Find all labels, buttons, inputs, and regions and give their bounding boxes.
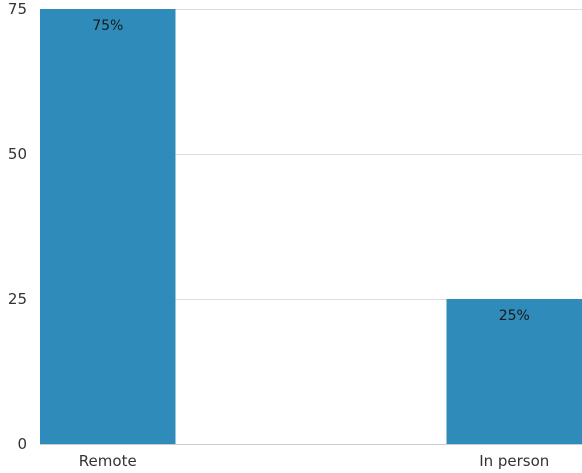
y-tick-label: 25 (8, 290, 27, 308)
x-axis-categories: Remote In person (79, 452, 550, 470)
y-tick-label: 75 (8, 0, 27, 18)
y-tick-label: 50 (8, 145, 27, 163)
data-label-in-person: 25% (499, 308, 530, 324)
x-category-label: Remote (79, 452, 137, 470)
y-axis-ticks: 0 25 50 75 (8, 0, 27, 453)
bars (40, 9, 582, 444)
y-tick-label: 0 (17, 435, 27, 453)
bar-in-person (446, 299, 582, 444)
x-category-label: In person (479, 452, 549, 470)
data-label-remote: 75% (92, 18, 123, 34)
data-labels: 75% 25% (92, 18, 530, 324)
bar-remote (40, 9, 176, 444)
